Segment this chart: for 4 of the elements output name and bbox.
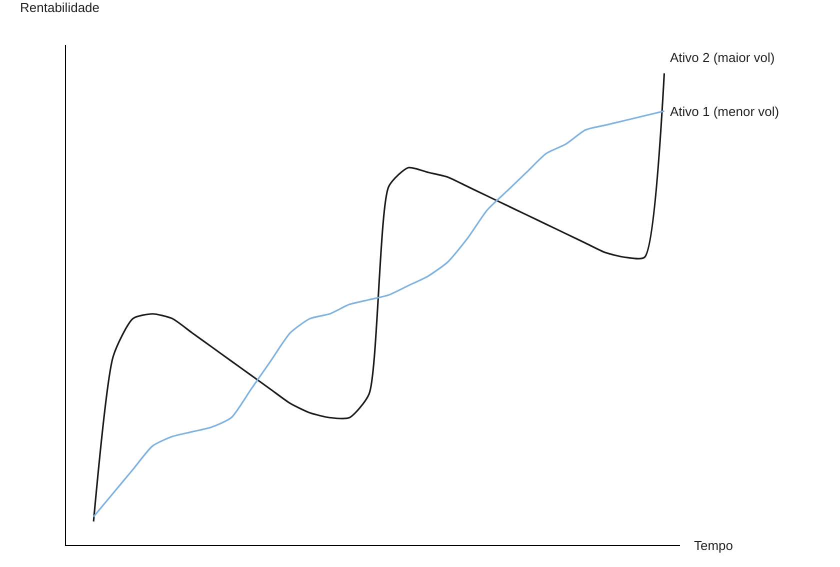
series-label: Ativo 2 (maior vol) <box>670 50 775 65</box>
series-label: Ativo 1 (menor vol) <box>670 104 780 119</box>
y-axis-title: Rentabilidade <box>20 0 100 15</box>
x-axis-title: Tempo <box>694 538 734 553</box>
